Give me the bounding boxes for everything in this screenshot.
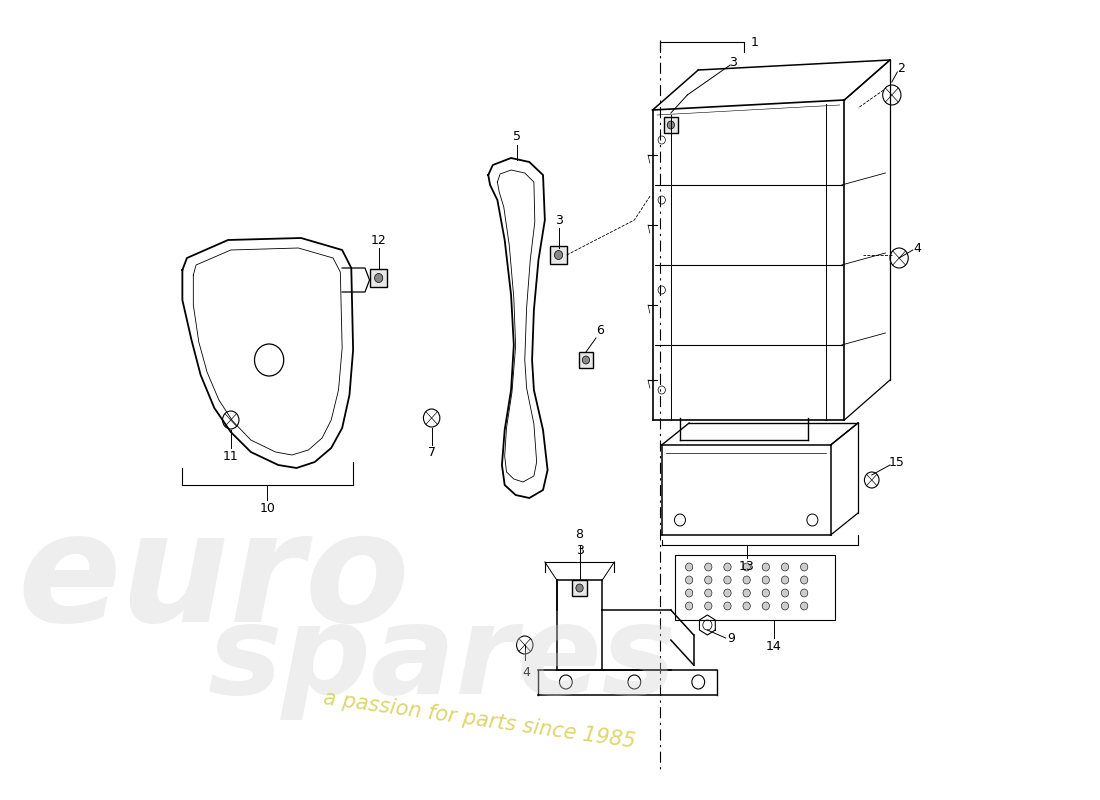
Circle shape [801,589,807,597]
Text: 4: 4 [913,242,922,254]
Circle shape [801,576,807,584]
Text: 7: 7 [428,446,436,459]
Bar [579,352,593,368]
Text: 2: 2 [896,62,905,74]
Text: 5: 5 [514,130,521,143]
Circle shape [724,589,732,597]
Bar [572,580,587,596]
Circle shape [724,563,732,571]
Circle shape [705,576,712,584]
Circle shape [705,589,712,597]
Circle shape [705,602,712,610]
Circle shape [781,563,789,571]
Bar [371,269,387,287]
Circle shape [742,563,750,571]
Text: 9: 9 [727,631,735,645]
Circle shape [724,602,732,610]
Circle shape [781,576,789,584]
Circle shape [685,602,693,610]
Circle shape [781,602,789,610]
Circle shape [781,589,789,597]
Circle shape [742,589,750,597]
Circle shape [685,589,693,597]
Text: 8: 8 [575,529,584,542]
Text: 10: 10 [260,502,275,514]
Circle shape [762,589,770,597]
Text: a passion for parts since 1985: a passion for parts since 1985 [322,688,637,752]
Text: 15: 15 [889,455,904,469]
Bar [675,555,835,620]
Text: 14: 14 [766,641,781,654]
Bar [663,117,679,133]
Text: 13: 13 [739,559,755,573]
Text: 3: 3 [575,543,583,557]
Text: 6: 6 [596,323,604,337]
Circle shape [801,563,807,571]
Circle shape [685,576,693,584]
Circle shape [762,602,770,610]
Bar [550,246,566,264]
Circle shape [375,274,383,282]
Text: 1: 1 [751,35,759,49]
Text: spares: spares [208,599,678,721]
Text: 4: 4 [522,666,530,678]
Circle shape [762,576,770,584]
Circle shape [576,584,583,592]
Circle shape [742,576,750,584]
Circle shape [582,356,590,364]
Text: 3: 3 [554,214,562,226]
Circle shape [762,563,770,571]
Circle shape [554,250,563,259]
Circle shape [724,576,732,584]
Circle shape [685,563,693,571]
Text: euro: euro [18,506,410,654]
Circle shape [668,121,674,129]
Text: 3: 3 [729,55,737,69]
Text: 12: 12 [371,234,386,246]
Circle shape [742,602,750,610]
Circle shape [801,602,807,610]
Text: 11: 11 [223,450,239,462]
Circle shape [705,563,712,571]
